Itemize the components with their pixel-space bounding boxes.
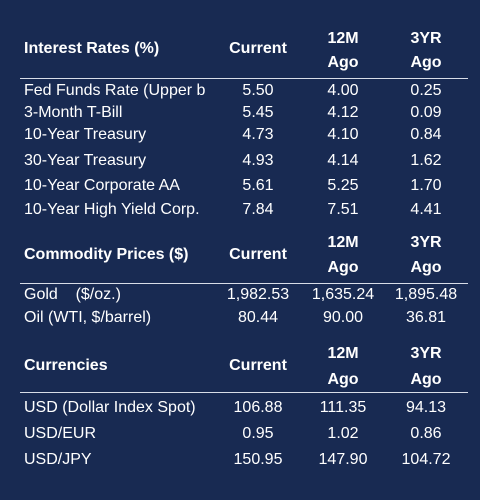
col-12m-header-top: 12M [327, 30, 359, 47]
col-3yr-header-top: 3YR [410, 30, 442, 47]
3yr-ago-value: 0.86 [410, 425, 442, 442]
row-label: USD/JPY [24, 451, 92, 468]
section-divider [20, 283, 468, 284]
row-label: 30-Year Treasury [24, 152, 147, 169]
col-12m-header-bottom: Ago [327, 259, 359, 276]
3yr-ago-value: 1.62 [410, 152, 442, 169]
section-divider [20, 78, 468, 79]
table-row: USD/JPY 150.95 147.90 104.72 [0, 449, 480, 471]
table-row: USD (Dollar Index Spot) 106.88 111.35 94… [0, 397, 480, 419]
col-12m-header-top: 12M [327, 234, 359, 251]
row-label: Oil (WTI, $/barrel) [24, 309, 152, 326]
table-row: 10-Year Treasury 4.73 4.10 0.84 [0, 124, 480, 146]
3yr-ago-value: 4.41 [410, 201, 442, 218]
section-title: Interest Rates (%) [24, 40, 160, 57]
section-divider [20, 392, 468, 393]
12m-ago-value: 90.00 [322, 309, 364, 326]
3yr-ago-value: 0.09 [410, 104, 442, 121]
table-row: Fed Funds Rate (Upper b 5.50 4.00 0.25 [0, 80, 480, 102]
3yr-ago-value: 94.13 [405, 399, 447, 416]
table-row: USD/EUR 0.95 1.02 0.86 [0, 423, 480, 445]
col-12m-header-top: 12M [327, 345, 359, 362]
current-value: 7.84 [242, 201, 274, 218]
col-3yr-header-top: 3YR [410, 234, 442, 251]
3yr-ago-value: 104.72 [401, 451, 451, 468]
row-label: 10-Year Treasury [24, 126, 147, 143]
table-row: Gold ($/oz.) 1,982.53 1,635.24 1,895.48 [0, 284, 480, 306]
table-row: 10-Year Corporate AA 5.61 5.25 1.70 [0, 175, 480, 197]
current-value: 4.73 [242, 126, 274, 143]
col-3yr-header-top: 3YR [410, 345, 442, 362]
current-value: 1,982.53 [226, 286, 290, 303]
12m-ago-value: 1,635.24 [311, 286, 375, 303]
table-row: 3-Month T-Bill 5.45 4.12 0.09 [0, 102, 480, 124]
table-row: 30-Year Treasury 4.93 4.14 1.62 [0, 150, 480, 172]
current-value: 5.45 [242, 104, 274, 121]
12m-ago-value: 4.00 [327, 82, 359, 99]
current-value: 106.88 [233, 399, 283, 416]
12m-ago-value: 4.12 [327, 104, 359, 121]
section-title: Currencies [24, 357, 108, 374]
table-row: Oil (WTI, $/barrel) 80.44 90.00 36.81 [0, 307, 480, 329]
col-3yr-header-bottom: Ago [410, 371, 442, 388]
col-12m-header-bottom: Ago [327, 371, 359, 388]
row-label: 3-Month T-Bill [24, 104, 123, 121]
3yr-ago-value: 1.70 [410, 177, 442, 194]
col-3yr-header-bottom: Ago [410, 54, 442, 71]
row-label: Gold ($/oz.) [24, 286, 121, 303]
12m-ago-value: 4.14 [327, 152, 359, 169]
col-current-header: Current [229, 246, 287, 263]
row-label: USD (Dollar Index Spot) [24, 399, 196, 416]
col-3yr-header-bottom: Ago [410, 259, 442, 276]
3yr-ago-value: 36.81 [405, 309, 447, 326]
3yr-ago-value: 0.25 [410, 82, 442, 99]
12m-ago-value: 1.02 [327, 425, 359, 442]
row-label: 10-Year High Yield Corp. [24, 201, 200, 218]
current-value: 5.50 [242, 82, 274, 99]
col-12m-header-bottom: Ago [327, 54, 359, 71]
table-row: 10-Year High Yield Corp. 7.84 7.51 4.41 [0, 199, 480, 221]
12m-ago-value: 7.51 [327, 201, 359, 218]
col-current-header: Current [229, 40, 287, 57]
12m-ago-value: 5.25 [327, 177, 359, 194]
current-value: 0.95 [242, 425, 274, 442]
3yr-ago-value: 1,895.48 [394, 286, 458, 303]
current-value: 80.44 [237, 309, 279, 326]
3yr-ago-value: 0.84 [410, 126, 442, 143]
row-label: USD/EUR [24, 425, 97, 442]
12m-ago-value: 4.10 [327, 126, 359, 143]
current-value: 4.93 [242, 152, 274, 169]
row-label: 10-Year Corporate AA [24, 177, 180, 194]
current-value: 5.61 [242, 177, 274, 194]
section-title: Commodity Prices ($) [24, 246, 189, 263]
row-label: Fed Funds Rate (Upper b [24, 82, 206, 99]
12m-ago-value: 111.35 [319, 399, 367, 416]
col-current-header: Current [229, 357, 287, 374]
current-value: 150.95 [233, 451, 283, 468]
12m-ago-value: 147.90 [318, 451, 368, 468]
